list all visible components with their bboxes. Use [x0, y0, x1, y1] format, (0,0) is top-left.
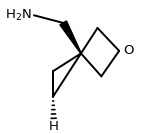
Polygon shape [60, 21, 81, 54]
Text: $\mathregular{H_2N}$: $\mathregular{H_2N}$ [4, 8, 31, 23]
Text: O: O [124, 44, 134, 57]
Text: H: H [49, 120, 59, 133]
